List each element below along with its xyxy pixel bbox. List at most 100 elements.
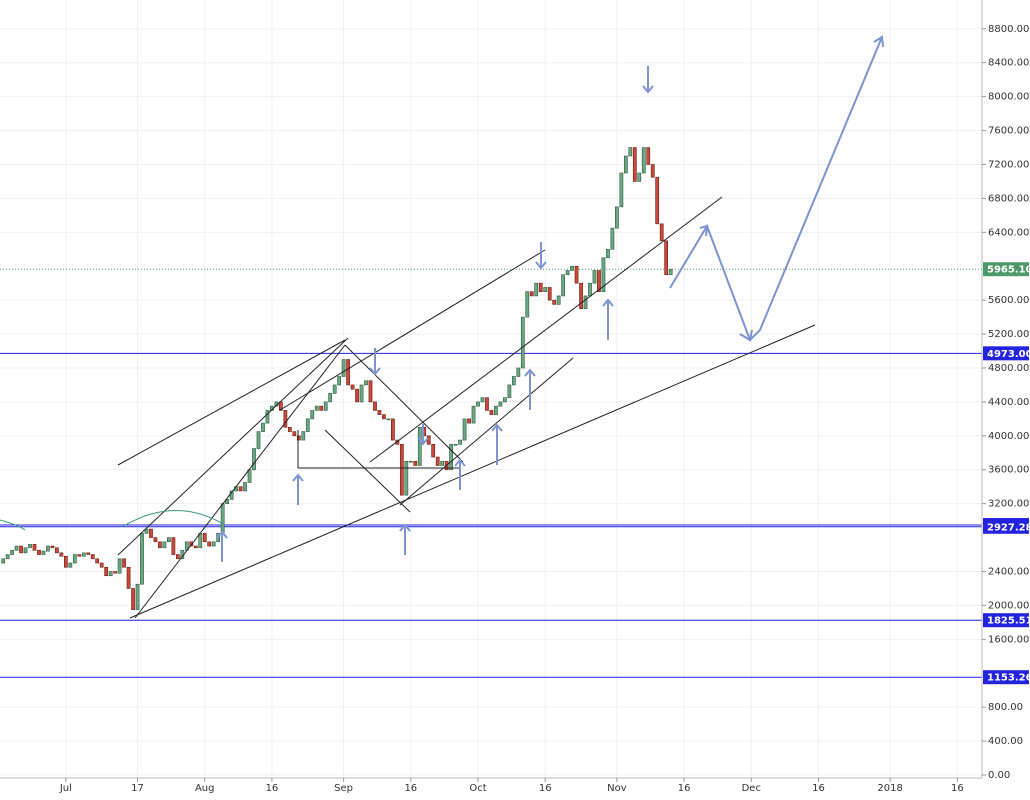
candle-body bbox=[122, 558, 126, 568]
candle-body bbox=[225, 499, 230, 504]
candle-body bbox=[417, 427, 422, 466]
candle-body bbox=[471, 405, 476, 424]
candle-body bbox=[646, 147, 651, 165]
candle-body bbox=[99, 562, 104, 568]
candle-body bbox=[655, 176, 660, 225]
candle-body bbox=[346, 359, 350, 386]
candle-body bbox=[615, 206, 619, 229]
candle-body bbox=[431, 444, 436, 458]
level-label-box bbox=[983, 519, 1029, 534]
candle-body bbox=[359, 384, 364, 403]
candle-body bbox=[198, 533, 203, 549]
candle-body bbox=[72, 554, 77, 564]
y-tick-label: 8000.00 bbox=[988, 92, 1029, 103]
y-tick-label: 7200.00 bbox=[988, 159, 1029, 170]
candle-body bbox=[287, 427, 292, 432]
candle-body bbox=[355, 388, 359, 403]
candle-body bbox=[597, 270, 601, 292]
candle-body bbox=[373, 401, 377, 411]
trend-line bbox=[344, 344, 464, 463]
candle-body bbox=[292, 431, 297, 437]
candle-body bbox=[319, 405, 324, 411]
candle-body bbox=[547, 287, 552, 301]
candle-body bbox=[337, 376, 341, 386]
candle-body bbox=[534, 282, 539, 297]
candle-body bbox=[238, 486, 243, 492]
candle-body bbox=[520, 316, 525, 369]
candle-body bbox=[323, 401, 328, 411]
level-label: 4973.00 bbox=[987, 349, 1030, 360]
candle-body bbox=[426, 435, 431, 445]
candle-body bbox=[175, 554, 180, 560]
candle-body bbox=[41, 550, 46, 555]
candle-body bbox=[453, 444, 458, 446]
y-tick-label: 5600.00 bbox=[988, 295, 1029, 306]
x-tick-label: 16 bbox=[951, 783, 964, 794]
candle-body bbox=[565, 270, 570, 276]
candle-body bbox=[265, 410, 270, 424]
candle-body bbox=[368, 380, 373, 403]
y-tick-label: 8800.00 bbox=[988, 24, 1029, 35]
candle-body bbox=[314, 405, 319, 411]
level-label: 2927.28 bbox=[987, 522, 1030, 533]
candle-body bbox=[301, 431, 306, 441]
candle-body bbox=[207, 541, 212, 547]
candle-body bbox=[211, 541, 216, 547]
candle-body bbox=[641, 147, 646, 174]
trend-line bbox=[117, 339, 346, 466]
candle-body bbox=[507, 384, 512, 398]
y-tick-label: 3200.00 bbox=[988, 499, 1029, 510]
candle-body bbox=[63, 555, 68, 568]
candle-body bbox=[256, 431, 261, 449]
trend-line bbox=[134, 344, 346, 619]
x-tick-label: Sep bbox=[334, 783, 353, 794]
candle-body bbox=[413, 460, 418, 466]
candle-body bbox=[628, 147, 633, 157]
y-tick-label: 5200.00 bbox=[988, 329, 1029, 340]
candle-body bbox=[113, 571, 118, 574]
candle-body bbox=[404, 460, 409, 496]
candle-body bbox=[252, 448, 256, 471]
candle-body bbox=[391, 418, 395, 441]
candle-body bbox=[193, 545, 198, 549]
candle-body bbox=[283, 410, 288, 428]
candle-body bbox=[476, 401, 480, 407]
level-label-box bbox=[983, 670, 1029, 685]
candle-body bbox=[10, 550, 14, 555]
candle-body bbox=[81, 552, 86, 557]
candle-body bbox=[583, 295, 588, 309]
candle-body bbox=[632, 147, 637, 182]
candle-body bbox=[5, 554, 10, 560]
candle-body bbox=[494, 405, 498, 415]
candle-body bbox=[538, 282, 543, 292]
y-tick-label: 800.00 bbox=[988, 702, 1023, 713]
candle-body bbox=[610, 227, 615, 250]
candle-body bbox=[243, 482, 247, 492]
candle-body bbox=[332, 384, 337, 394]
candle-body bbox=[310, 410, 315, 420]
candle-body bbox=[529, 291, 534, 297]
candle-body bbox=[619, 172, 624, 208]
candle-body bbox=[386, 418, 391, 421]
x-tick-label: 17 bbox=[131, 783, 144, 794]
candle-body bbox=[50, 545, 55, 549]
candle-body bbox=[592, 270, 597, 284]
candle-body bbox=[601, 257, 606, 292]
candle-body bbox=[135, 583, 140, 610]
x-tick-label: 16 bbox=[266, 783, 279, 794]
candle-body bbox=[55, 547, 59, 554]
candle-body bbox=[328, 393, 333, 403]
candle-body bbox=[561, 274, 565, 297]
candle-body bbox=[247, 469, 252, 483]
level-label-box bbox=[983, 613, 1029, 628]
y-tick-label: 0.00 bbox=[988, 770, 1010, 781]
candle-body bbox=[480, 397, 485, 403]
y-tick-label: 8400.00 bbox=[988, 58, 1029, 69]
y-tick-label: 2000.00 bbox=[988, 600, 1029, 611]
candle-body bbox=[171, 537, 176, 555]
candle-body bbox=[668, 268, 673, 276]
candle-body bbox=[650, 164, 655, 178]
candle-body bbox=[511, 376, 516, 386]
x-tick-label: Oct bbox=[469, 783, 486, 794]
